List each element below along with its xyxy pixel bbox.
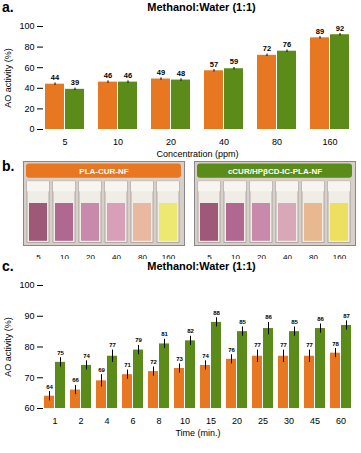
svg-text:79: 79 — [135, 337, 142, 343]
svg-text:72: 72 — [263, 44, 271, 53]
svg-text:AO activity (%): AO activity (%) — [3, 317, 13, 377]
html-text:a.: a. — [2, 0, 14, 15]
svg-text:74: 74 — [202, 353, 209, 359]
svg-text:30: 30 — [284, 416, 294, 426]
svg-text:77: 77 — [109, 342, 116, 348]
svg-text:77: 77 — [280, 342, 287, 348]
svg-text:10: 10 — [113, 137, 123, 147]
svg-text:cCUR/HPβCD-IC-PLA-NF: cCUR/HPβCD-IC-PLA-NF — [228, 167, 322, 176]
svg-text:8: 8 — [156, 416, 161, 426]
svg-text:85: 85 — [291, 319, 298, 325]
svg-text:39: 39 — [71, 78, 79, 87]
svg-text:64: 64 — [46, 384, 53, 390]
svg-text:66: 66 — [72, 377, 79, 383]
svg-text:6: 6 — [130, 416, 135, 426]
svg-text:40: 40 — [219, 137, 229, 147]
svg-text:80: 80 — [24, 342, 34, 352]
svg-text:82: 82 — [187, 328, 194, 334]
svg-text:10: 10 — [60, 253, 69, 259]
svg-text:72: 72 — [150, 359, 157, 365]
html-text:b.: b. — [2, 158, 15, 174]
svg-text:160: 160 — [162, 253, 176, 259]
svg-text:5: 5 — [62, 137, 67, 147]
svg-text:70: 70 — [24, 373, 34, 383]
svg-text:81: 81 — [161, 331, 168, 337]
svg-text:60: 60 — [24, 403, 34, 413]
svg-text:10: 10 — [180, 416, 190, 426]
svg-text:1: 1 — [52, 416, 57, 426]
svg-text:77: 77 — [306, 342, 313, 348]
svg-text:71: 71 — [124, 362, 131, 368]
svg-text:20: 20 — [232, 416, 242, 426]
svg-text:74: 74 — [83, 353, 90, 359]
svg-text:73: 73 — [176, 356, 183, 362]
svg-text:160: 160 — [333, 253, 347, 259]
svg-text:76: 76 — [228, 347, 235, 353]
svg-text:40: 40 — [112, 253, 121, 259]
svg-text:89: 89 — [316, 27, 324, 36]
html-text:Methanol:Water (1:1): Methanol:Water (1:1) — [147, 1, 256, 13]
svg-text:46: 46 — [104, 71, 112, 80]
svg-text:5: 5 — [207, 253, 212, 259]
svg-text:48: 48 — [177, 69, 185, 78]
svg-text:46: 46 — [124, 71, 132, 80]
svg-text:80: 80 — [138, 253, 147, 259]
html-text:Methanol:Water (1:1): Methanol:Water (1:1) — [147, 260, 256, 272]
svg-text:20: 20 — [257, 253, 266, 259]
svg-text:86: 86 — [265, 314, 272, 320]
svg-text:20: 20 — [86, 253, 95, 259]
svg-text:77: 77 — [254, 342, 261, 348]
svg-text:92: 92 — [336, 24, 344, 33]
svg-text:40: 40 — [24, 83, 34, 93]
svg-text:88: 88 — [213, 310, 220, 316]
svg-text:20: 20 — [24, 104, 34, 114]
svg-text:2: 2 — [78, 416, 83, 426]
svg-text:20: 20 — [166, 137, 176, 147]
svg-text:Concentration (ppm): Concentration (ppm) — [156, 149, 238, 159]
svg-text:80: 80 — [24, 42, 34, 52]
svg-text:15: 15 — [206, 416, 216, 426]
svg-text:0: 0 — [29, 124, 34, 134]
svg-text:Time (min.): Time (min.) — [175, 428, 220, 438]
svg-text:60: 60 — [24, 63, 34, 73]
svg-text:78: 78 — [332, 341, 339, 347]
svg-text:87: 87 — [343, 313, 350, 319]
svg-text:59: 59 — [230, 57, 238, 66]
svg-text:86: 86 — [317, 316, 324, 322]
svg-text:10: 10 — [231, 253, 240, 259]
svg-text:80: 80 — [272, 137, 282, 147]
svg-text:25: 25 — [258, 416, 268, 426]
svg-text:AO activity (%): AO activity (%) — [3, 48, 13, 108]
svg-text:4: 4 — [104, 416, 109, 426]
svg-text:60: 60 — [336, 416, 346, 426]
html-text:c.: c. — [2, 258, 14, 274]
svg-text:PLA-CUR-NF: PLA-CUR-NF — [79, 167, 128, 176]
svg-text:90: 90 — [24, 311, 34, 321]
svg-text:57: 57 — [210, 60, 218, 69]
svg-text:85: 85 — [239, 319, 246, 325]
svg-text:5: 5 — [36, 253, 41, 259]
svg-text:49: 49 — [157, 68, 165, 77]
svg-text:100: 100 — [19, 280, 34, 290]
svg-text:100: 100 — [19, 21, 34, 31]
svg-text:40: 40 — [283, 253, 292, 259]
svg-text:44: 44 — [51, 73, 60, 82]
svg-text:80: 80 — [309, 253, 318, 259]
svg-text:69: 69 — [98, 367, 105, 373]
svg-text:45: 45 — [310, 416, 320, 426]
svg-text:76: 76 — [283, 40, 291, 49]
svg-text:75: 75 — [57, 350, 64, 356]
svg-text:160: 160 — [322, 137, 337, 147]
